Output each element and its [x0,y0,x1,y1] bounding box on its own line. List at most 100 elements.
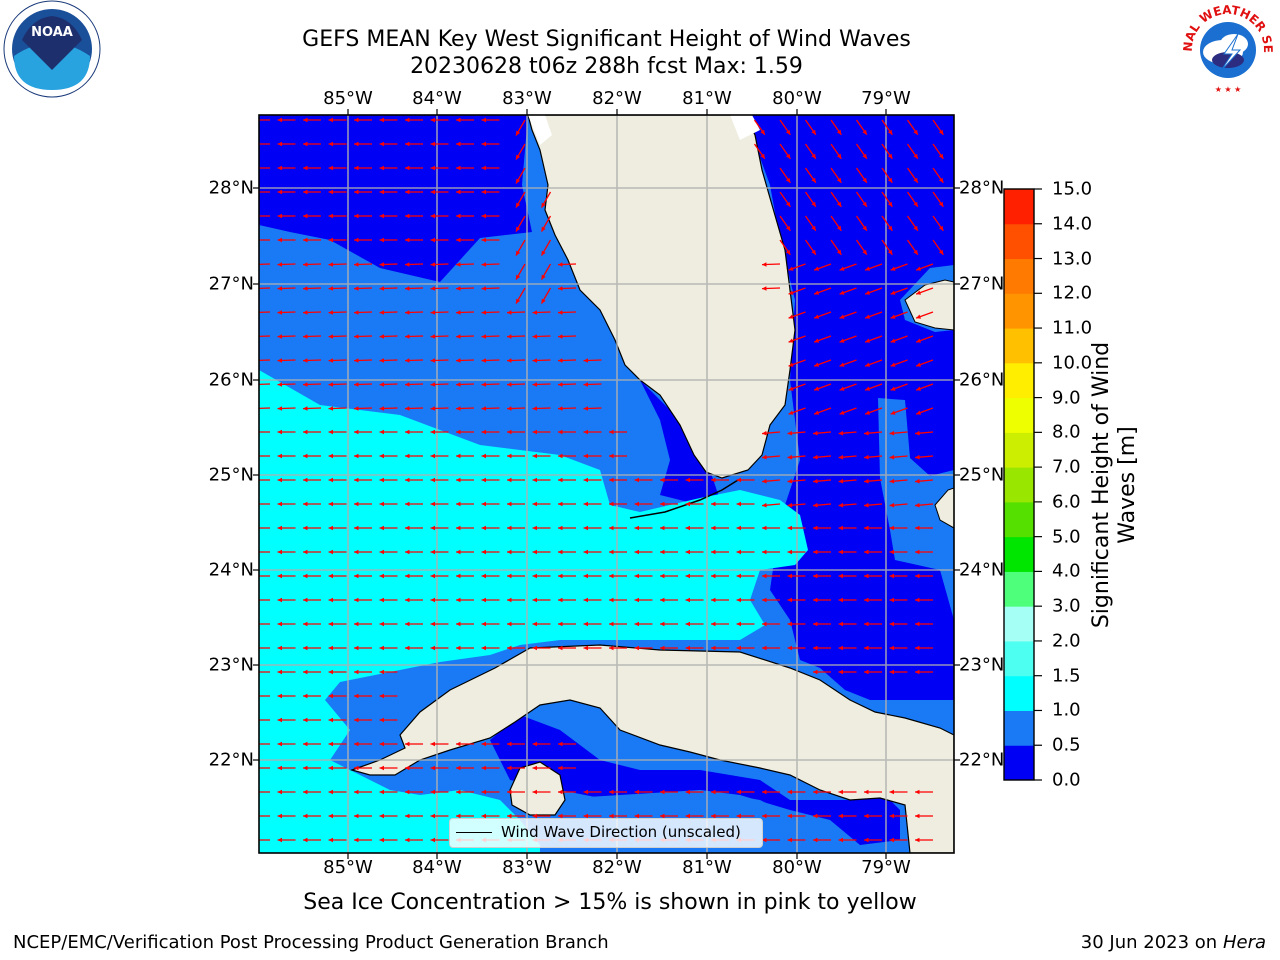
wind-arrow [890,263,908,271]
wind-arrow [277,741,296,747]
lat-label-right: 25°N [959,464,1005,486]
wind-arrow [788,383,806,391]
wind-arrow [839,311,857,319]
wind-arrow [354,837,372,843]
wind-arrow [507,741,525,747]
wind-arrow [379,286,398,291]
wind-arrow [379,813,398,819]
wind-arrow [660,621,678,627]
wind-arrow [864,430,883,436]
wind-arrow [804,143,817,160]
wind-arrow [736,597,755,603]
wind-arrow [430,597,449,603]
wind-arrow [277,645,296,651]
wind-arrow [430,429,449,435]
wind-arrow [379,477,398,483]
map-title: GEFS MEAN Key West Significant Height of… [302,27,911,52]
wind-arrow [303,837,321,843]
wind-arrow [328,286,347,291]
wind-arrow [507,429,525,435]
wind-arrow [404,262,424,267]
wind-arrow [455,334,475,339]
wind-arrow [787,813,806,819]
wind-arrow [583,406,602,411]
wind-arrow [405,645,423,651]
wind-arrow [736,813,755,819]
wind-arrow [404,310,424,315]
wind-arrow [915,837,933,843]
lon-label-top: 79°W [861,88,911,109]
wind-arrow [685,597,704,603]
wind-arrow [259,287,271,290]
wind-arrow [379,645,398,651]
wind-arrow [259,503,270,505]
wind-arrow [583,525,602,531]
wind-arrow [430,525,449,531]
wind-arrow [839,407,857,415]
wind-arrow [481,621,500,627]
wind-arrow [881,215,893,232]
wind-arrow [277,453,296,459]
wind-arrow [328,358,347,363]
wind-arrow [890,311,908,319]
wind-arrow [762,789,780,795]
wind-arrow [685,549,704,555]
wind-arrow [430,837,449,843]
wind-arrow [558,765,576,771]
wind-arrow [558,789,576,795]
wind-arrow [328,669,347,675]
wind-arrow [932,239,944,256]
wind-arrow [881,119,893,136]
wind-arrow [830,143,842,160]
wind-arrow [813,430,832,436]
wind-arrow [532,525,551,531]
lat-label-left: 27°N [208,273,254,295]
wind-arrow [259,551,270,553]
wind-arrow [354,549,372,555]
wind-arrow [354,189,372,195]
wind-arrow [303,621,321,627]
colorbar-tick-label: 11.0 [1052,317,1093,339]
wind-arrow [456,741,474,747]
wind-arrow [379,789,398,795]
wind-arrow [507,621,525,627]
wind-arrow [889,645,908,651]
wind-arrow [430,549,449,555]
wind-arrow [813,645,831,651]
wind-arrow [762,430,781,436]
wind-arrow [838,573,857,579]
wind-arrow [303,165,321,171]
wind-arrow [303,501,321,507]
wind-arrow [515,287,526,304]
wind-arrow [481,213,500,219]
wind-arrow [711,501,729,507]
wind-arrow [303,549,321,555]
wind-arrow [787,837,806,843]
lon-label-bottom: 80°W [772,857,822,878]
map-field [259,115,954,853]
wind-arrow [881,143,893,160]
wind-arrow [813,454,832,460]
wind-arrow [353,310,373,315]
lat-label-right: 26°N [959,369,1005,391]
wind-arrow [455,406,475,411]
wind-arrow [430,117,449,123]
wind-arrow [685,477,704,483]
wind-arrow [354,525,372,531]
wind-arrow [830,215,842,232]
colorbar [1004,188,1042,781]
wind-arrow [787,573,806,579]
wind-arrow [481,741,500,747]
wind-arrow [838,645,857,651]
wind-arrow [813,407,832,415]
wind-arrow [353,406,373,411]
wind-arrow [303,645,321,651]
wind-arrow [881,239,893,256]
wind-arrow [609,549,627,555]
wind-arrow [711,621,729,627]
wind-arrow [259,119,270,121]
wind-arrow [303,741,321,747]
lat-label-left: 25°N [208,464,254,486]
wind-arrow [762,502,781,508]
